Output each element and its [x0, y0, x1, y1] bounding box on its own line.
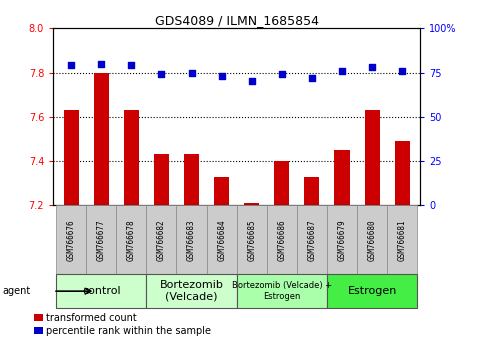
- Text: GSM766678: GSM766678: [127, 219, 136, 261]
- Point: [338, 68, 346, 74]
- Bar: [395, 141, 410, 205]
- Point: [157, 72, 165, 77]
- Bar: [327, 274, 417, 308]
- Bar: [297, 205, 327, 274]
- Bar: [56, 274, 146, 308]
- Bar: [334, 150, 350, 205]
- Point: [218, 73, 226, 79]
- Text: GSM766684: GSM766684: [217, 219, 226, 261]
- Text: GSM766683: GSM766683: [187, 219, 196, 261]
- Bar: [357, 205, 387, 274]
- Bar: [237, 274, 327, 308]
- Text: GSM766677: GSM766677: [97, 219, 106, 261]
- Bar: [146, 205, 176, 274]
- Title: GDS4089 / ILMN_1685854: GDS4089 / ILMN_1685854: [155, 14, 319, 27]
- Bar: [146, 274, 237, 308]
- Bar: [327, 205, 357, 274]
- Point: [278, 72, 285, 77]
- Bar: [86, 205, 116, 274]
- Bar: [304, 177, 319, 205]
- Bar: [365, 110, 380, 205]
- Legend: transformed count, percentile rank within the sample: transformed count, percentile rank withi…: [34, 313, 212, 336]
- Bar: [387, 205, 417, 274]
- Text: GSM766679: GSM766679: [338, 219, 346, 261]
- Text: GSM766682: GSM766682: [157, 219, 166, 261]
- Point: [368, 64, 376, 70]
- Bar: [154, 154, 169, 205]
- Bar: [184, 154, 199, 205]
- Text: GSM766685: GSM766685: [247, 219, 256, 261]
- Point: [67, 63, 75, 68]
- Bar: [94, 73, 109, 205]
- Bar: [267, 205, 297, 274]
- Text: agent: agent: [2, 286, 30, 296]
- Point: [398, 68, 406, 74]
- Text: GSM766681: GSM766681: [398, 219, 407, 261]
- Bar: [207, 205, 237, 274]
- Bar: [176, 205, 207, 274]
- Bar: [214, 177, 229, 205]
- Bar: [244, 203, 259, 205]
- Text: GSM766680: GSM766680: [368, 219, 377, 261]
- Bar: [56, 205, 86, 274]
- Point: [248, 79, 256, 84]
- Point: [308, 75, 316, 81]
- Text: Bortezomib
(Velcade): Bortezomib (Velcade): [159, 280, 224, 302]
- Point: [128, 63, 135, 68]
- Text: GSM766687: GSM766687: [307, 219, 316, 261]
- Bar: [116, 205, 146, 274]
- Text: GSM766676: GSM766676: [67, 219, 76, 261]
- Text: GSM766686: GSM766686: [277, 219, 286, 261]
- Point: [98, 61, 105, 67]
- Bar: [64, 110, 79, 205]
- Text: Estrogen: Estrogen: [347, 286, 397, 296]
- Point: [188, 70, 196, 75]
- Text: control: control: [82, 286, 121, 296]
- Bar: [274, 161, 289, 205]
- Bar: [124, 110, 139, 205]
- Bar: [237, 205, 267, 274]
- Text: Bortezomib (Velcade) +
Estrogen: Bortezomib (Velcade) + Estrogen: [232, 281, 332, 301]
